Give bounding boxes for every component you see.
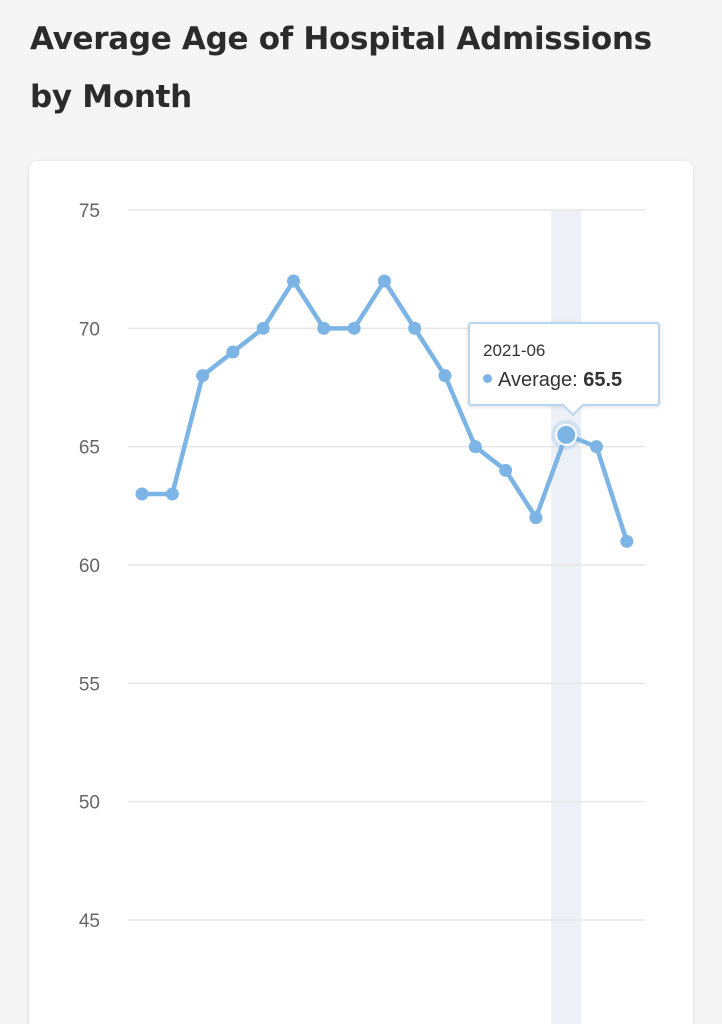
chart-card bbox=[29, 161, 693, 1024]
data-point[interactable] bbox=[135, 487, 149, 501]
data-point[interactable] bbox=[620, 534, 634, 548]
y-tick-label: 65 bbox=[79, 438, 100, 459]
data-point[interactable] bbox=[438, 369, 452, 383]
tooltip-series-label: Average: bbox=[498, 369, 578, 391]
grid-lines bbox=[128, 209, 645, 921]
data-point[interactable] bbox=[317, 321, 331, 335]
y-tick-label: 45 bbox=[79, 911, 100, 932]
data-point[interactable] bbox=[499, 463, 513, 477]
y-tick-label: 75 bbox=[79, 201, 100, 222]
data-point[interactable] bbox=[590, 440, 603, 454]
y-tick-label: 60 bbox=[79, 556, 100, 577]
data-point[interactable] bbox=[408, 321, 422, 335]
data-point[interactable] bbox=[468, 440, 482, 454]
y-tick-label: 55 bbox=[79, 674, 100, 695]
data-point[interactable] bbox=[165, 487, 179, 501]
y-tick-label: 70 bbox=[79, 319, 100, 340]
y-axis-tick-labels: 45 50 55 60 65 70 75 bbox=[79, 201, 100, 932]
data-point[interactable] bbox=[256, 321, 270, 335]
tooltip-row: Average: 65.5 bbox=[483, 367, 658, 393]
data-point[interactable] bbox=[196, 369, 210, 383]
data-point[interactable] bbox=[377, 274, 391, 288]
tooltip-date: 2021-06 bbox=[483, 341, 546, 360]
data-point[interactable] bbox=[529, 511, 543, 525]
data-point[interactable] bbox=[226, 345, 240, 359]
y-tick-label: 50 bbox=[79, 793, 100, 814]
active-data-point[interactable] bbox=[555, 423, 578, 446]
data-point[interactable] bbox=[287, 274, 300, 288]
series-average bbox=[135, 274, 634, 548]
chart-tooltip: 2021-06 Average: 65.5 bbox=[468, 322, 660, 417]
tooltip-series-dot bbox=[483, 374, 492, 383]
tooltip-value: 65.5 bbox=[583, 369, 623, 391]
page-title: Average Age of Hospital Admissions by Mo… bbox=[30, 21, 652, 115]
data-point[interactable] bbox=[347, 321, 361, 335]
